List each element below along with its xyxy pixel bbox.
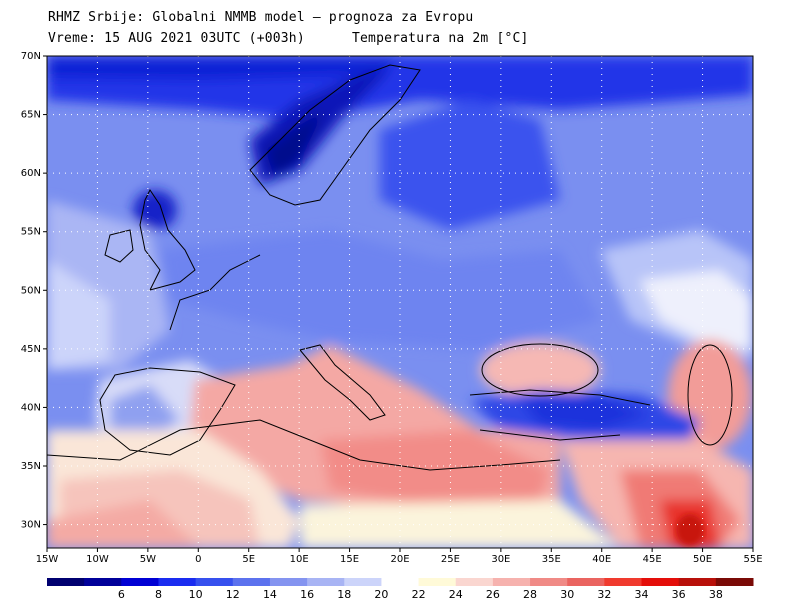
colorbar-swatch	[232, 578, 271, 586]
lat-tick-label: 45N	[21, 344, 41, 355]
lon-tick-label: 40E	[592, 554, 611, 565]
colorbar-label: 28	[523, 588, 537, 600]
lon-tick-label: 15W	[36, 554, 59, 565]
colorbar-swatch	[158, 578, 197, 586]
lon-tick-label: 55E	[743, 554, 762, 565]
lon-tick-label: 0	[195, 554, 201, 565]
colorbar-swatch	[84, 578, 122, 586]
colorbar-swatch	[455, 578, 494, 586]
hot-spot	[676, 514, 704, 546]
colorbar-label: 10	[189, 588, 203, 600]
colorbar-label: 30	[560, 588, 574, 600]
lat-tick-label: 70N	[21, 51, 41, 62]
colorbar-label: 12	[226, 588, 240, 600]
temperature-field	[47, 56, 753, 548]
colorbar-label: 18	[337, 588, 351, 600]
lat-tick-label: 35N	[21, 461, 41, 472]
variable-label: Temperatura na 2m [°C]	[352, 31, 529, 46]
colorbar-swatch	[381, 578, 420, 586]
colorbar-label: 20	[374, 588, 388, 600]
colorbar-swatch	[678, 578, 717, 586]
axis-ticks: 15W 10W 5W 0 5E 10E 15E 20E 25E 30E 35E 40E 45E 50E 55…	[21, 51, 763, 565]
lon-tick-label: 30E	[491, 554, 510, 565]
colorbar-swatch	[195, 578, 234, 586]
colorbar-label: 24	[449, 588, 463, 600]
colorbar-swatch	[567, 578, 605, 586]
map-title: RHMZ Srbije: Globalni NMMB model — progn…	[48, 10, 474, 25]
lon-tick-label: 35E	[542, 554, 561, 565]
colorbar-swatch	[269, 578, 308, 586]
colorbar-label: 26	[486, 588, 500, 600]
lat-tick-label: 60N	[21, 168, 41, 179]
colorbar-swatch	[492, 578, 531, 586]
colorbar-label: 8	[155, 588, 162, 600]
colorbar-swatch	[641, 578, 680, 586]
colorbar-swatch	[307, 578, 345, 586]
lon-tick-label: 25E	[441, 554, 460, 565]
colorbar-label: 38	[709, 588, 723, 600]
lat-tick-label: 50N	[21, 285, 41, 296]
colorbar-label: 14	[263, 588, 277, 600]
colorbar-swatch	[47, 578, 85, 586]
lon-tick-label: 10W	[86, 554, 109, 565]
colorbar-swatch	[530, 578, 568, 586]
colorbar-label: 16	[300, 588, 314, 600]
forecast-time: Vreme: 15 AUG 2021 03UTC (+003h)	[48, 31, 305, 46]
field-blobs	[47, 56, 753, 548]
lon-tick-label: 10E	[290, 554, 309, 565]
lat-tick-label: 55N	[21, 227, 41, 238]
lon-tick-label: 45E	[643, 554, 662, 565]
colorbar-swatch	[418, 578, 457, 586]
colorbar-swatch	[121, 578, 159, 586]
lat-tick-label: 30N	[21, 520, 41, 531]
colorbar-label: 36	[672, 588, 686, 600]
colorbar-swatch	[715, 578, 754, 586]
lon-tick-label: 5E	[242, 554, 255, 565]
lon-tick-label: 50E	[693, 554, 712, 565]
colorbar-label: 32	[597, 588, 611, 600]
lon-tick-label: 5W	[140, 554, 156, 565]
colorbar-label: 6	[118, 588, 125, 600]
lat-lon-grid	[47, 56, 753, 548]
lat-tick-label: 40N	[21, 402, 41, 413]
colorbar-label: 34	[635, 588, 649, 600]
colorbar-swatch	[344, 578, 382, 586]
coastlines	[47, 64, 733, 471]
lat-tick-label: 65N	[21, 110, 41, 121]
lon-tick-label: 15E	[340, 554, 359, 565]
colorbar-swatch	[604, 578, 643, 586]
colorbar: 6 8 10 12 14 16 18 20 22 24 26 28 30 32 34 36 38	[47, 578, 754, 600]
colorbar-label: 22	[412, 588, 426, 600]
lon-tick-label: 20E	[390, 554, 409, 565]
